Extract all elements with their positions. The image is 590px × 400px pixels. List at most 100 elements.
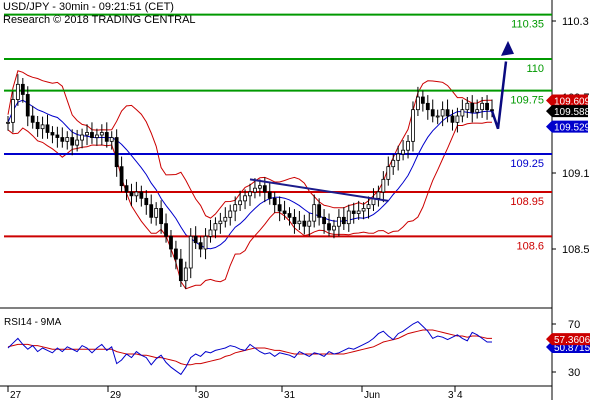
price-bar-body (25, 94, 30, 117)
price-bar-body (94, 134, 99, 138)
price-bar-body (6, 121, 10, 124)
high-price-badge-label: 109.609 (554, 97, 590, 108)
price-bar-body (292, 216, 297, 225)
price-bar-body (99, 132, 104, 136)
price-bar-body (401, 149, 406, 155)
x-tick-label: Jun (364, 390, 380, 400)
price-bar-body (30, 115, 35, 123)
price-bar-body (134, 191, 139, 197)
price-bar-body (253, 187, 257, 193)
price-bar-body (218, 220, 223, 225)
price-bar-body (203, 235, 208, 250)
price-bar-body (356, 210, 361, 214)
y-tick-label: 110.3 (562, 16, 589, 28)
price-bar-body (35, 121, 40, 130)
price-bar-body (65, 137, 70, 142)
price-bar-body (341, 216, 346, 225)
price-bar-body (346, 210, 351, 225)
rsi-badge-label: 50.8715 (554, 343, 590, 354)
price-bar-body (465, 102, 470, 111)
price-bar-body (70, 137, 75, 146)
resistance-level-label: 110.35 (511, 19, 544, 31)
price-bar-body (317, 204, 322, 218)
price-bar-body (416, 96, 420, 111)
price-bar-body (208, 229, 213, 237)
price-bar-body (327, 223, 331, 231)
chart-header-copyright: Research © 2018 TRADING CENTRAL (3, 14, 196, 26)
price-bar-body (183, 267, 188, 282)
price-bar-body (178, 258, 183, 282)
pivot-level-label: 109.25 (510, 158, 544, 170)
rsi-badge-label: 57.3606 (554, 335, 590, 346)
price-bar-body (336, 216, 341, 227)
price-bar-body (248, 191, 252, 197)
price-bar-body (124, 185, 129, 193)
projection-arrow-line (490, 61, 508, 130)
price-bar-body (139, 191, 144, 199)
price-bar-body (109, 137, 114, 142)
price-bar-body (386, 166, 391, 180)
bollinger-lower-line (7, 121, 493, 290)
price-bar-body (119, 166, 124, 187)
price-bar-body (114, 137, 119, 168)
price-bar-body (90, 132, 94, 138)
x-tick-label: 29 (110, 390, 122, 400)
price-bar-body (188, 235, 193, 269)
price-bar-body (376, 191, 381, 199)
price-bar-body (75, 139, 80, 146)
price-bar-body (312, 204, 317, 222)
y-tick-label: 109.1 (562, 168, 590, 180)
x-tick-label: 4 (457, 390, 463, 400)
rsi-y-tick-label: 70 (568, 319, 580, 331)
price-bar-body (391, 159, 396, 168)
support-level-label: 108.95 (510, 196, 544, 208)
price-bar-body (406, 140, 410, 151)
price-bar-body (351, 210, 356, 214)
price-bar-body (154, 208, 159, 218)
price-bar-body (381, 178, 386, 193)
price-bar-body (267, 191, 272, 199)
trendline (249, 178, 389, 202)
price-bar-body (430, 109, 435, 117)
price-bar-body (164, 223, 168, 237)
x-tick-label: 27 (10, 390, 22, 400)
resistance-level-label: 109.75 (510, 95, 544, 107)
price-bar-body (262, 185, 267, 193)
price-bar-body (282, 210, 287, 214)
price-bar-body (55, 134, 60, 138)
price-bar-body (277, 204, 282, 212)
price-bar-body (450, 115, 455, 123)
x-tick-label-small: 3 (448, 390, 454, 400)
price-bar-body (455, 115, 460, 123)
price-bar-body (45, 124, 50, 133)
price-bar-body (366, 204, 371, 209)
price-bar-body (15, 83, 20, 100)
price-bar-body (361, 208, 366, 212)
support-level-label: 108.6 (516, 240, 544, 252)
price-bar-body (396, 153, 401, 161)
price-bar-body (20, 83, 25, 95)
price-bar-body (11, 99, 15, 123)
price-bar-body (238, 200, 243, 206)
price-bar-body (420, 96, 425, 104)
price-bar-body (272, 197, 277, 206)
price-bar-body (435, 115, 440, 118)
price-bar-body (307, 220, 312, 227)
last-price-badge-label: 109.588 (554, 107, 590, 118)
chart-header-title: USD/JPY - 30min - 09:21:51 (CET) (3, 1, 174, 13)
price-bar-body (233, 204, 238, 212)
price-bar-body (129, 191, 134, 197)
moving-average-line (7, 99, 493, 250)
projection-arrow-head (501, 40, 514, 56)
price-bar-body (40, 124, 45, 130)
y-tick-label: 108.5 (562, 244, 590, 256)
rsi-y-tick-label: 30 (568, 367, 580, 379)
price-bar-body (104, 132, 109, 142)
price-bar-body (60, 137, 65, 142)
resistance-level-label: 110 (526, 63, 544, 75)
price-bar-body (445, 109, 450, 117)
price-bar-body (149, 204, 154, 218)
price-bar-body (243, 195, 247, 202)
